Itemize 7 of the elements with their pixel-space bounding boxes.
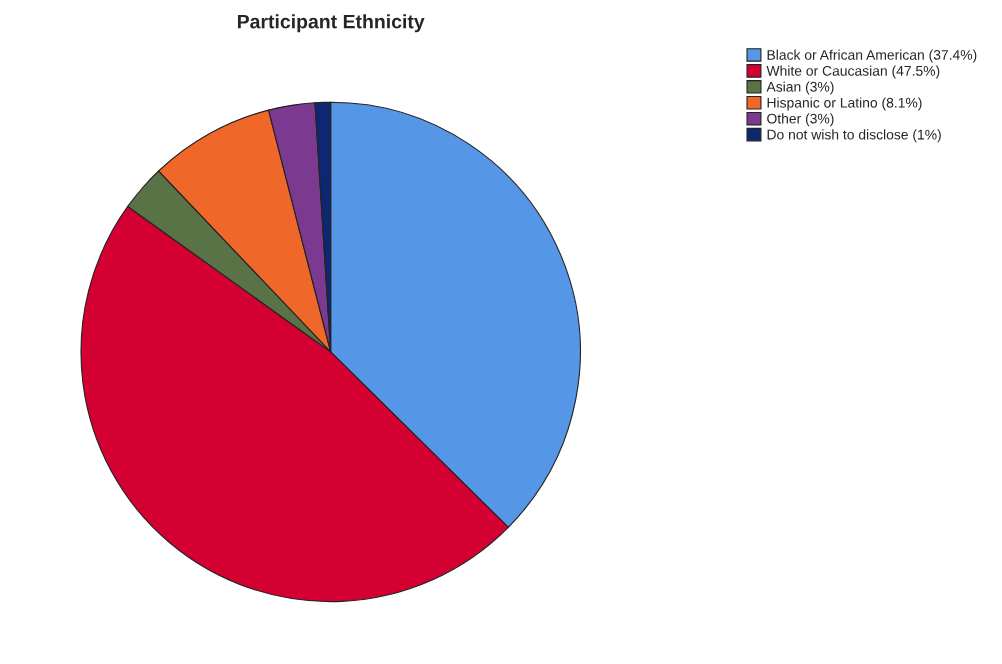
legend-label: Do not wish to disclose (1%) bbox=[767, 129, 941, 143]
legend-label: White or Caucasian (47.5%) bbox=[766, 65, 940, 79]
chart-title: Participant Ethnicity bbox=[237, 14, 425, 33]
legend-label: Hispanic or Latino (8.1%) bbox=[767, 97, 922, 111]
legend-label: Black or African American (37.4%) bbox=[767, 49, 977, 63]
legend-label: Other (3%) bbox=[767, 113, 834, 127]
legend-label: Asian (3%) bbox=[766, 81, 834, 95]
